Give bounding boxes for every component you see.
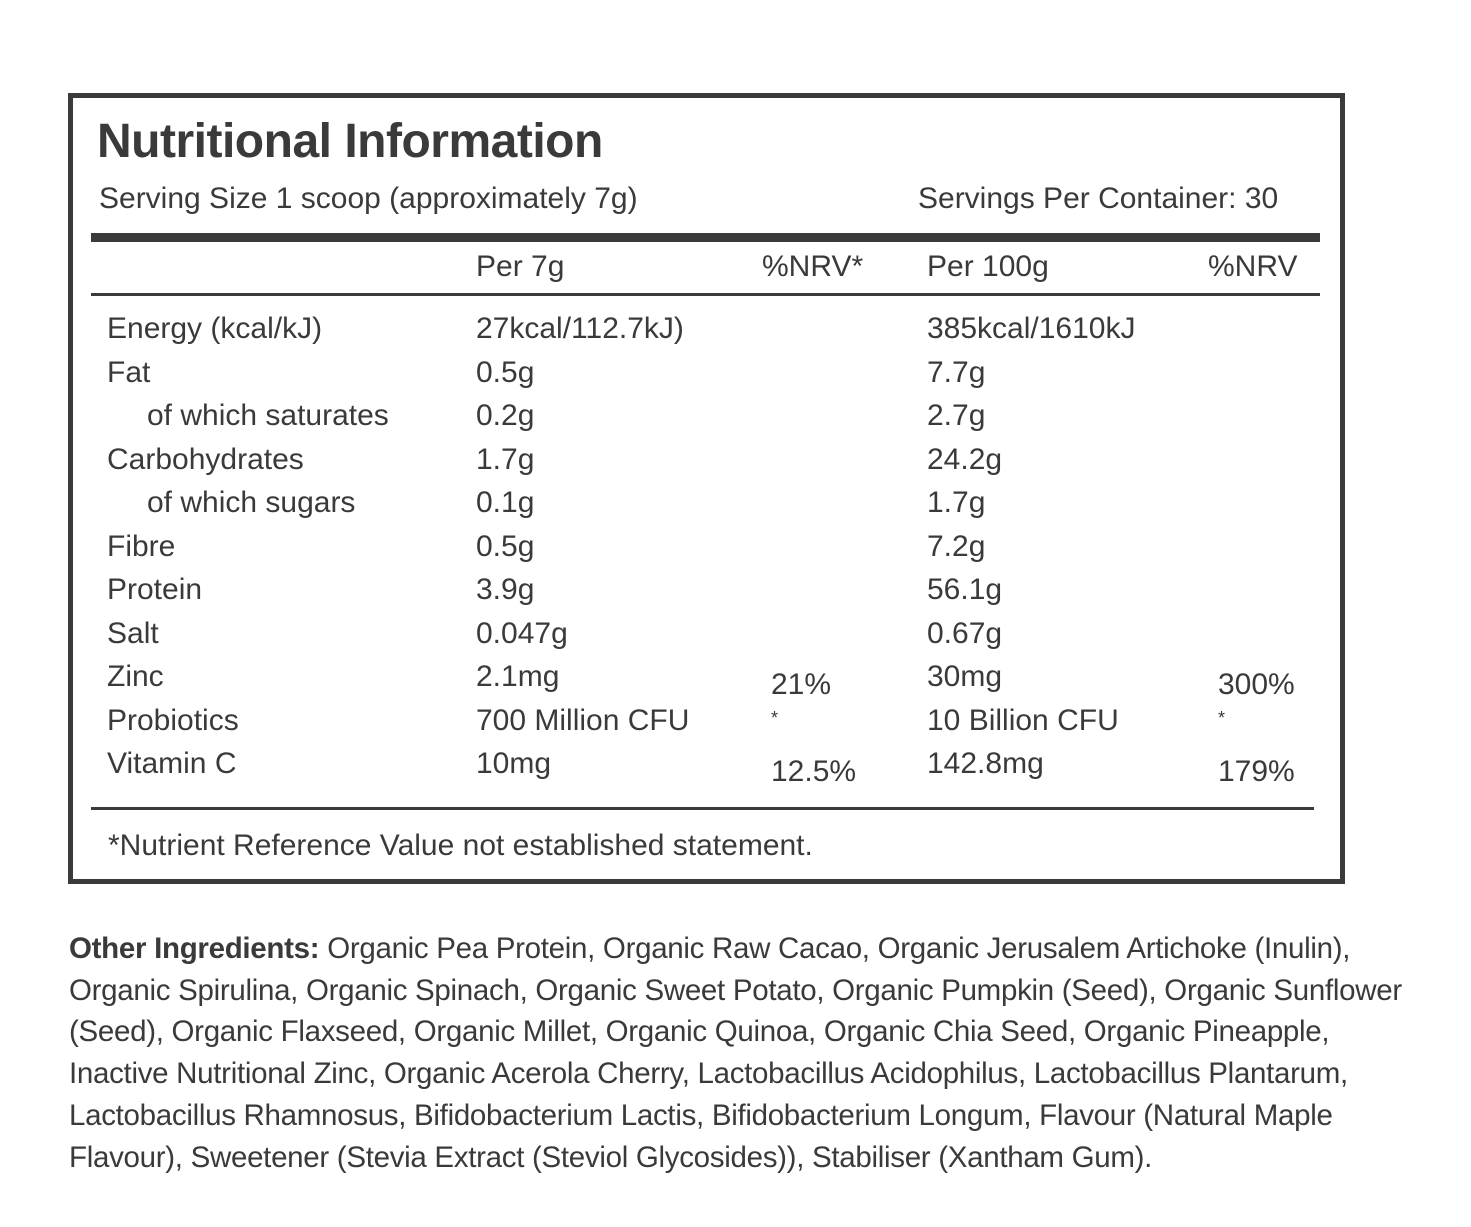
per-100g-value: 0.67g (927, 616, 1003, 650)
per-100g-value: 142.8mg (927, 747, 1044, 780)
nutrient-name: Fibre (107, 529, 176, 563)
nrv-100g-value: 179% (1218, 755, 1295, 788)
nutrient-name: Energy (kcal/kJ) (107, 312, 323, 345)
per-serving-value: 0.1g (476, 486, 535, 519)
per-100g-value: 10 Billion CFU (927, 703, 1119, 737)
nutrient-row: Energy (kcal/kJ) 27kcal/112.7kJ) 385kcal… (0, 312, 1471, 356)
header-divider (91, 293, 1320, 296)
per-100g-value: 2.7g (927, 399, 986, 432)
nutrient-row: of which saturates 0.2g 2.7g (0, 399, 1471, 443)
per-serving-value: 1.7g (476, 442, 535, 476)
per-100g-value: 1.7g (927, 486, 986, 519)
nutrition-panel (68, 93, 1345, 884)
serving-size: Serving Size 1 scoop (approximately 7g) (99, 182, 638, 215)
per-serving-value: 3.9g (476, 573, 535, 606)
nutrient-name: Zinc (107, 660, 164, 693)
servings-per-container: Servings Per Container: 30 (918, 182, 1279, 215)
per-100g-value: 385kcal/1610kJ (927, 312, 1136, 345)
nutrient-name: Probiotics (107, 703, 239, 737)
per-serving-value: 0.5g (476, 355, 535, 389)
thick-divider (91, 233, 1320, 242)
ingredients-label: Other Ingredients: (69, 932, 320, 965)
nutrient-name: Protein (107, 573, 203, 606)
nutrient-row: Carbohydrates 1.7g 24.2g (0, 443, 1471, 487)
nrv-serving-value: 21% (771, 668, 832, 701)
per-serving-value: 700 Million CFU (476, 703, 690, 737)
per-100g-value: 24.2g (927, 442, 1003, 476)
nutrient-name: of which sugars (147, 486, 356, 519)
other-ingredients: Other Ingredients: Organic Pea Protein, … (69, 928, 1409, 1178)
nrv-footnote: *Nutrient Reference Value not establishe… (108, 829, 813, 862)
per-serving-value: 0.2g (476, 399, 535, 432)
per-serving-value: 27kcal/112.7kJ) (476, 312, 684, 345)
nutrient-table: Energy (kcal/kJ) 27kcal/112.7kJ) 385kcal… (0, 312, 1471, 791)
per-100g-value: 56.1g (927, 573, 1003, 606)
column-header-per-serving: Per 7g (476, 250, 565, 283)
per-100g-value: 7.2g (927, 529, 986, 563)
per-serving-value: 0.047g (476, 616, 568, 650)
panel-title: Nutritional Information (97, 115, 603, 168)
nutrient-name: of which saturates (147, 399, 389, 432)
footer-divider (91, 807, 1314, 810)
column-header-nrv-100g: %NRV (1208, 250, 1298, 283)
nutrient-name: Vitamin C (107, 747, 237, 780)
per-serving-value: 10mg (476, 747, 552, 780)
nutrient-row: Fibre 0.5g 7.2g (0, 530, 1471, 574)
nutrient-row: of which sugars 0.1g 1.7g (0, 486, 1471, 530)
nrv-serving-value: * (771, 707, 779, 728)
nutrient-row: Vitamin C 10mg 12.5% 142.8mg 179% (0, 747, 1471, 791)
nrv-serving-value: 12.5% (771, 755, 857, 788)
column-header-nrv-serving: %NRV* (762, 250, 864, 283)
per-100g-value: 30mg (927, 660, 1003, 693)
nutrient-name: Carbohydrates (107, 442, 304, 476)
nutrient-row: Zinc 2.1mg 21% 30mg 300% (0, 660, 1471, 704)
nutrient-row: Fat 0.5g 7.7g (0, 356, 1471, 400)
per-serving-value: 0.5g (476, 529, 535, 563)
nrv-100g-value: * (1218, 707, 1226, 728)
nutrient-row: Probiotics 700 Million CFU * 10 Billion … (0, 704, 1471, 748)
ingredients-list: Organic Pea Protein, Organic Raw Cacao, … (69, 932, 1402, 1174)
nrv-100g-value: 300% (1218, 668, 1295, 701)
per-100g-value: 7.7g (927, 355, 986, 389)
nutrient-row: Salt 0.047g 0.67g (0, 617, 1471, 661)
per-serving-value: 2.1mg (476, 660, 560, 693)
nutrient-row: Protein 3.9g 56.1g (0, 573, 1471, 617)
nutrient-name: Salt (107, 616, 159, 650)
column-header-per-100g: Per 100g (927, 250, 1049, 283)
nutrient-name: Fat (107, 355, 151, 389)
